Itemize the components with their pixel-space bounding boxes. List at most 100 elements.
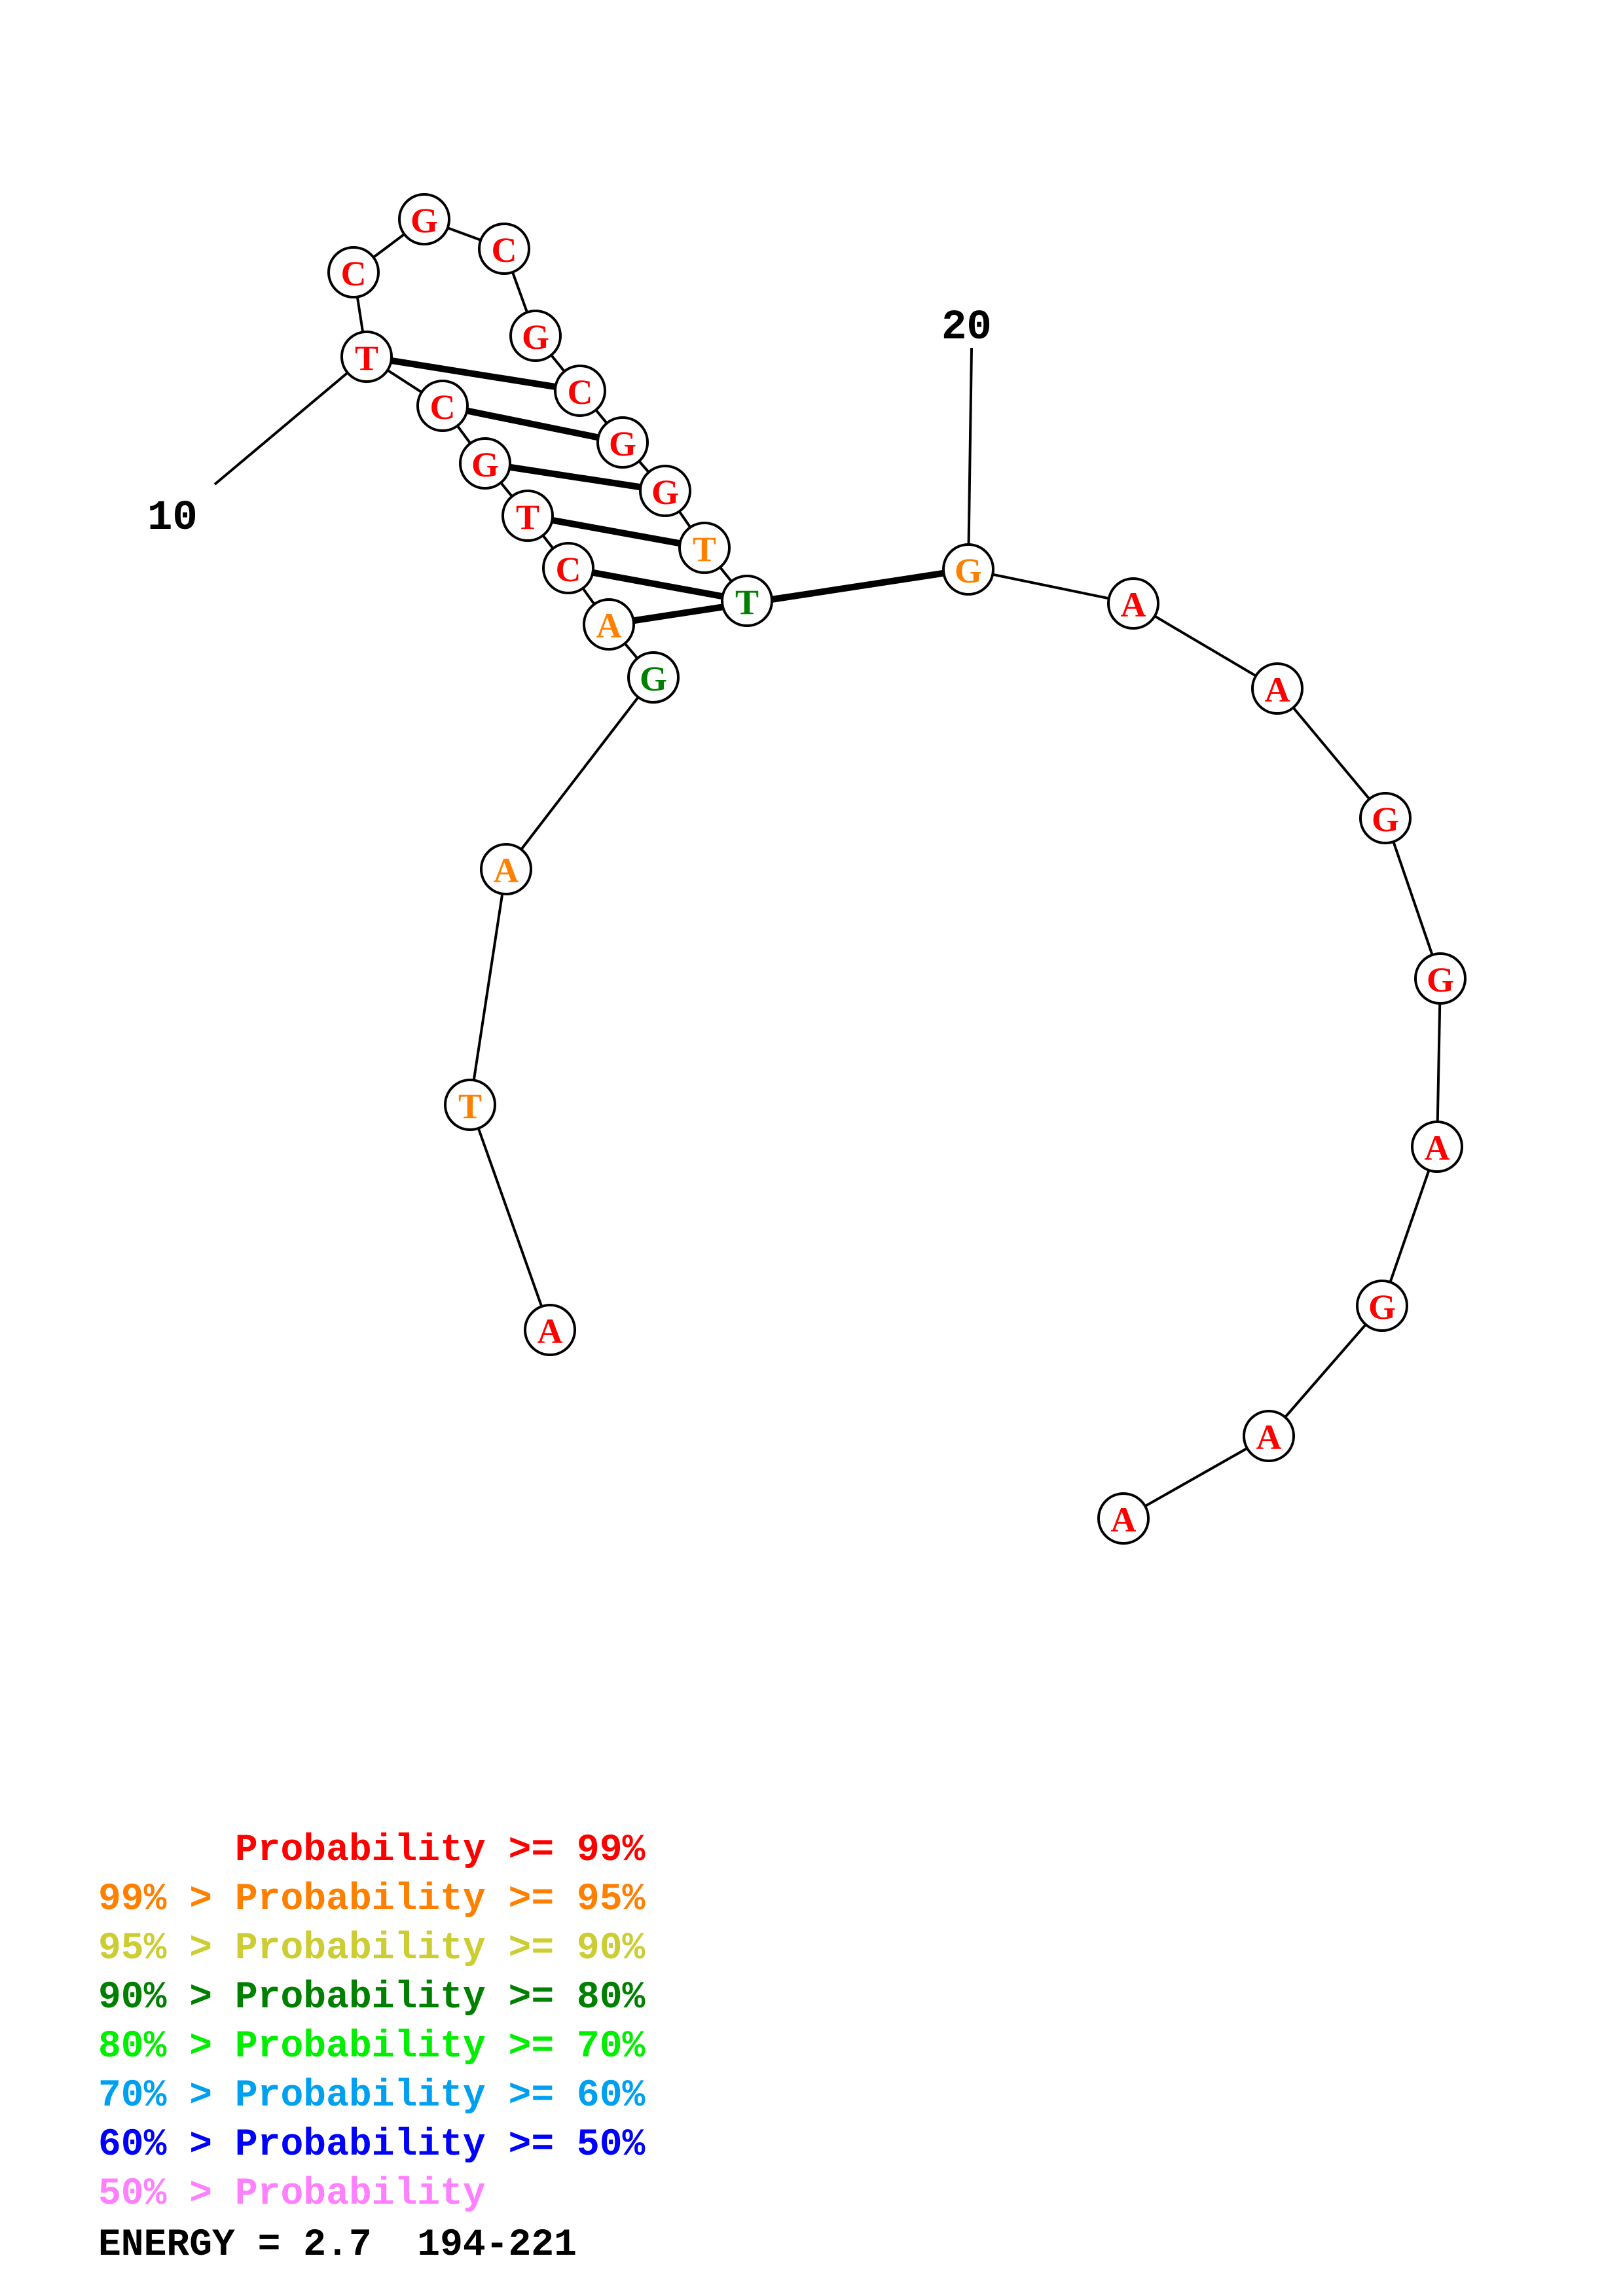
nucleotide-letter: G (609, 424, 636, 463)
nucleotide-letter: G (640, 659, 667, 698)
nucleotide-letter: T (458, 1086, 482, 1126)
nucleotide-circle (480, 843, 532, 895)
nucleotide: A (1251, 662, 1304, 715)
backbone-segment (1384, 817, 1442, 979)
nucleotide-letter: A (1256, 1418, 1282, 1457)
nucleotide-letter: A (596, 606, 622, 645)
nucleotide: G (596, 416, 649, 469)
nucleotide-letter: A (1121, 585, 1146, 624)
nucleotide-letter: C (341, 254, 367, 293)
nucleotide-letter: G (410, 201, 438, 240)
nucleotide: G (1356, 1280, 1408, 1332)
legend-prefix: 50% > (98, 2173, 235, 2215)
nucleotide-letter: C (556, 550, 581, 589)
index-tick-20 (967, 348, 973, 570)
nucleotide-letter: T (355, 338, 378, 378)
nucleotide-letter: G (471, 445, 499, 484)
base-pair-bond (527, 512, 705, 551)
legend-text: Probability >= 90% (234, 1928, 646, 1970)
legend-text: Probability >= 50% (234, 2124, 646, 2166)
nucleotide-circle (524, 1304, 576, 1356)
nucleotide-letter: A (1111, 1500, 1137, 1539)
nucleotide: C (554, 365, 606, 417)
base-pair-bond (568, 565, 748, 604)
nucleotide-circle (459, 437, 511, 490)
base-pair-bond (442, 403, 623, 446)
nucleotide-circle (1251, 662, 1304, 715)
nucleotide: G (398, 193, 450, 245)
legend-text: Probability >= 99% (234, 1829, 646, 1872)
nucleotide: G (942, 543, 994, 596)
nucleotide: G (627, 651, 680, 704)
probability-legend: Probability >= 99% 99% > Probability >= 9… (98, 1826, 645, 2219)
nucleotide-circle (627, 651, 680, 704)
nucleotide-circle (583, 598, 635, 651)
legend-prefix (98, 1829, 235, 1872)
nucleotide: A (1411, 1121, 1463, 1173)
legend-prefix: 80% > (98, 2026, 235, 2068)
nucleotide-circle (444, 1079, 496, 1131)
legend-text: Probability >= 60% (234, 2075, 646, 2117)
nucleotide-letter: C (492, 230, 517, 270)
nucleotide: A (1243, 1410, 1295, 1462)
nucleotide: G (509, 310, 562, 362)
legend-entry: 70% > Probability >= 60% (98, 2072, 645, 2121)
nucleotide-circle (340, 331, 393, 383)
backbone-segment (968, 568, 1134, 605)
backbone-segment (1132, 602, 1279, 690)
legend-entry: 90% > Probability >= 80% (98, 1973, 645, 2022)
nucleotide-circle (721, 575, 773, 627)
index-label-20: 20 (941, 304, 992, 351)
nucleotide-circle (327, 246, 380, 298)
nucleotide-letter: T (693, 529, 716, 569)
nucleotide-circle (1356, 1280, 1408, 1332)
nucleotide: A (583, 598, 635, 651)
legend-entry: 80% > Probability >= 70% (98, 2022, 645, 2072)
nucleotide: G (459, 437, 511, 490)
legend-prefix: 99% > (98, 1878, 235, 1921)
nucleotide: A (1107, 577, 1159, 630)
nucleotide-circle (639, 465, 691, 517)
nucleotide-letter: G (955, 551, 982, 590)
legend-entry: 60% > Probability >= 50% (98, 2121, 645, 2170)
nucleotide-letter: A (1425, 1128, 1450, 1168)
nucleotide-letter: C (430, 387, 456, 427)
base-pair-bond (484, 460, 666, 494)
nucleotide: C (542, 542, 594, 594)
index-ticks (213, 348, 973, 570)
nucleotide-letter: A (1265, 670, 1290, 709)
nucleotide: G (639, 465, 691, 517)
nucleotide: T (721, 575, 773, 627)
nucleotide-circle (1243, 1410, 1295, 1462)
legend-prefix: 95% > (98, 1928, 235, 1970)
index-tick-10 (213, 355, 368, 486)
nucleotide: T (444, 1079, 496, 1131)
backbone-segment (1123, 1435, 1269, 1520)
nucleotide: A (524, 1304, 576, 1356)
nucleotide-circle (1107, 577, 1159, 630)
nucleotide-letter: G (522, 317, 549, 357)
nucleotide-letter: A (538, 1312, 563, 1351)
nucleotide-letter: T (516, 497, 539, 537)
nucleotide: A (1097, 1492, 1150, 1545)
backbone-segment (1276, 687, 1387, 819)
legend-prefix: 60% > (98, 2124, 235, 2166)
nucleotide-circle (501, 490, 554, 542)
nucleotide-letter: A (494, 851, 519, 890)
energy-label: ENERGY = 2.7 194-221 (98, 2224, 577, 2267)
nucleotide-letter: G (651, 473, 679, 512)
nucleotide-circle (596, 416, 649, 469)
nucleotide: C (416, 380, 469, 432)
nucleotide-circle (1414, 952, 1467, 1005)
nucleotide-circle (554, 365, 606, 417)
legend-entry: 99% > Probability >= 95% (98, 1875, 645, 1924)
nucleotide: A (480, 843, 532, 895)
nucleotide-circle (509, 310, 562, 362)
nucleotide-circle (478, 223, 530, 275)
nucleotide-circle (942, 543, 994, 596)
nucleotide: G (1359, 792, 1412, 844)
nucleotide-letter: G (1372, 800, 1399, 839)
nucleotide-circle (1097, 1492, 1150, 1545)
